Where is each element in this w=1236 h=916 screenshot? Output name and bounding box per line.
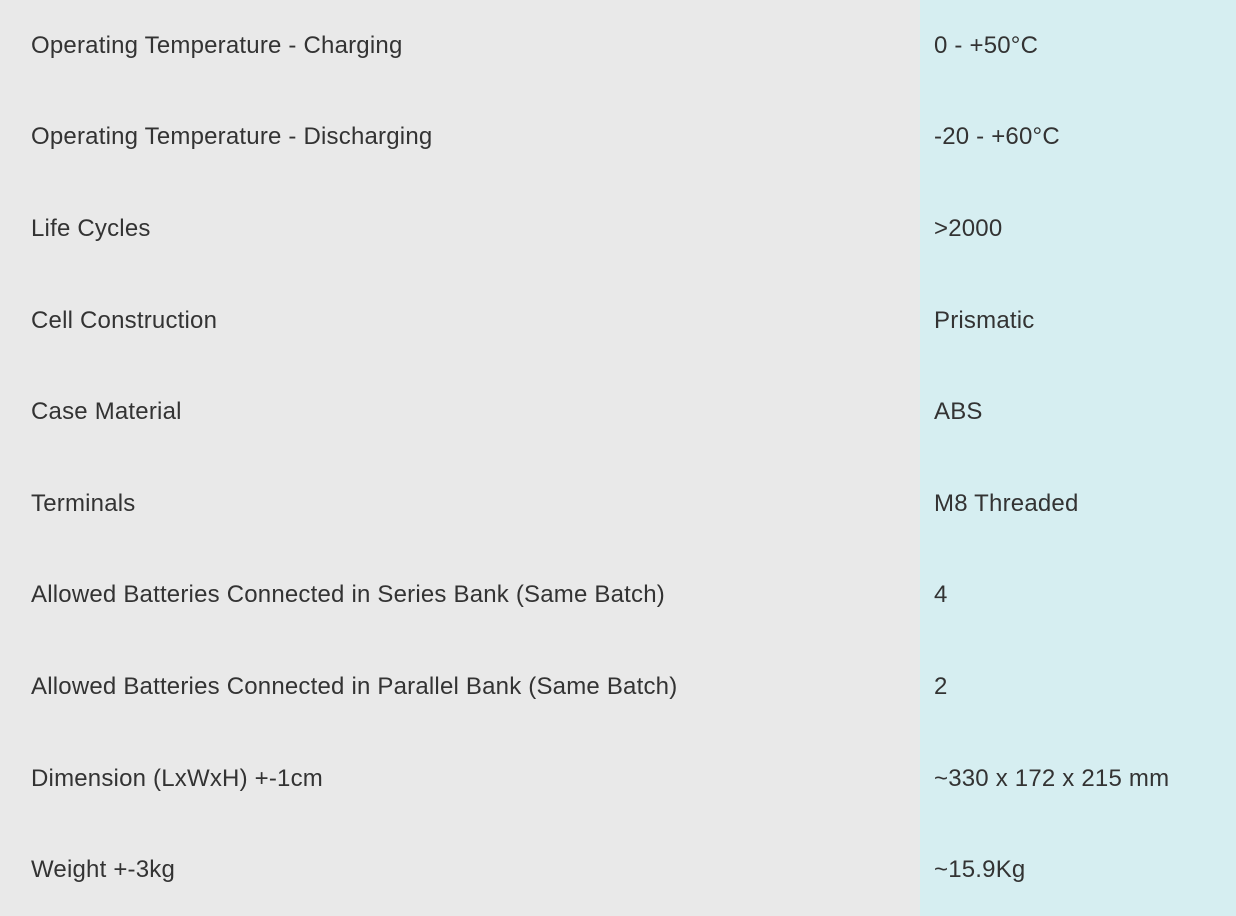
table-row: Cell Construction Prismatic <box>0 274 1236 367</box>
spec-label: Allowed Batteries Connected in Series Ba… <box>0 549 920 642</box>
table-row: Terminals M8 Threaded <box>0 457 1236 550</box>
table-row: Operating Temperature - Charging 0 - +50… <box>0 0 1236 92</box>
spec-label: Terminals <box>0 457 920 550</box>
spec-value: M8 Threaded <box>920 457 1236 550</box>
spec-label: Operating Temperature - Discharging <box>0 91 920 184</box>
spec-value: 2 <box>920 641 1236 733</box>
spec-label: Allowed Batteries Connected in Parallel … <box>0 641 920 733</box>
spec-value: >2000 <box>920 183 1236 275</box>
spec-value: ~15.9Kg <box>920 824 1236 916</box>
table-row: Operating Temperature - Discharging -20 … <box>0 91 1236 184</box>
spec-label: Life Cycles <box>0 183 920 275</box>
table-row: Allowed Batteries Connected in Parallel … <box>0 641 1236 733</box>
spec-value: ABS <box>920 366 1236 458</box>
spec-value: -20 - +60°C <box>920 91 1236 184</box>
spec-label: Weight +-3kg <box>0 824 920 916</box>
spec-value: Prismatic <box>920 274 1236 367</box>
table-row: Weight +-3kg ~15.9Kg <box>0 824 1236 916</box>
table-row: Case Material ABS <box>0 366 1236 458</box>
spec-label: Operating Temperature - Charging <box>0 0 920 92</box>
spec-value: ~330 x 172 x 215 mm <box>920 732 1236 825</box>
spec-label: Cell Construction <box>0 274 920 367</box>
spec-value: 4 <box>920 549 1236 642</box>
spec-label: Dimension (LxWxH) +-1cm <box>0 732 920 825</box>
spec-value: 0 - +50°C <box>920 0 1236 92</box>
table-row: Allowed Batteries Connected in Series Ba… <box>0 549 1236 642</box>
spec-label: Case Material <box>0 366 920 458</box>
table-row: Life Cycles >2000 <box>0 183 1236 275</box>
table-row: Dimension (LxWxH) +-1cm ~330 x 172 x 215… <box>0 732 1236 825</box>
